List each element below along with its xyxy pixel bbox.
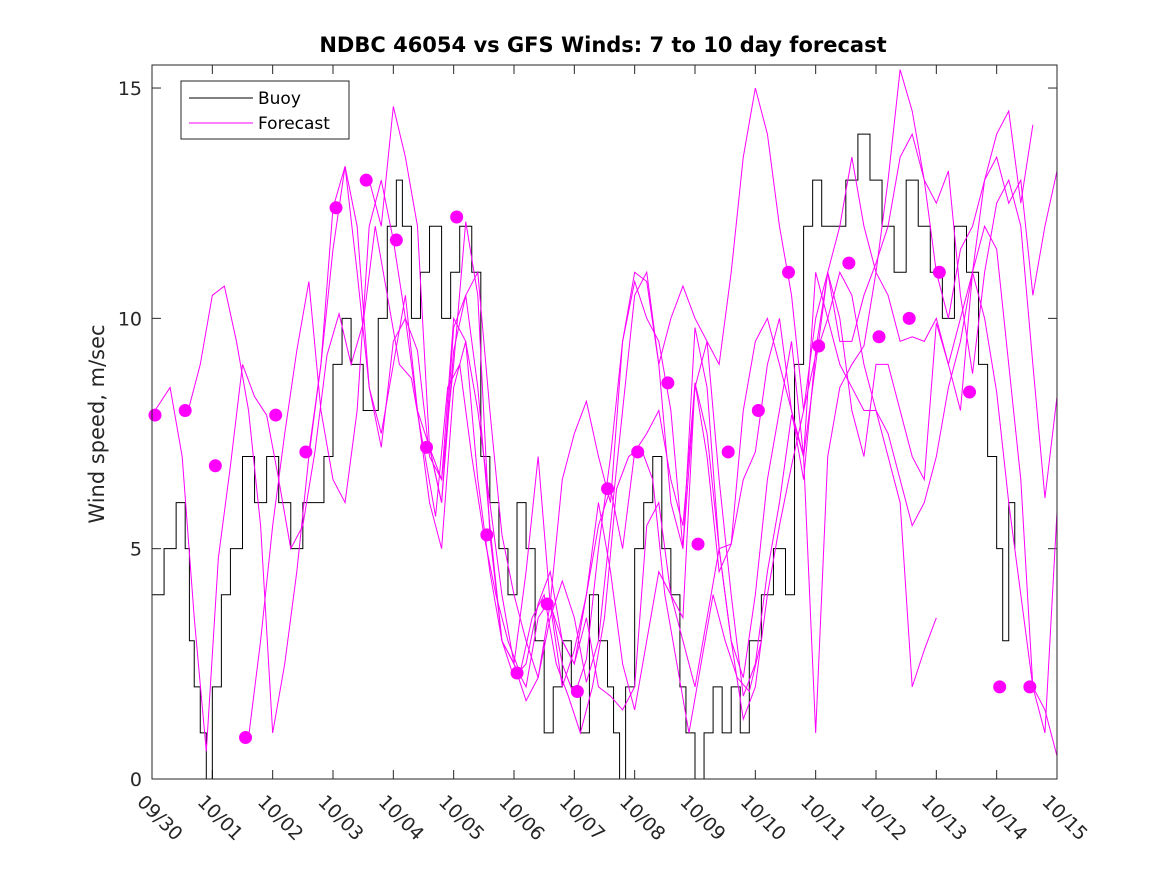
forecast-marker <box>993 680 1007 694</box>
forecast-series <box>151 69 1058 757</box>
forecast-marker <box>601 482 615 496</box>
forecast-marker <box>239 731 253 745</box>
forecast-line-3 <box>248 87 1034 738</box>
legend-forecast-label: Forecast <box>258 114 330 134</box>
forecast-line-6 <box>429 224 1058 757</box>
forecast-line-4 <box>308 69 1058 702</box>
forecast-marker <box>872 330 886 344</box>
forecast-marker <box>299 445 313 459</box>
forecast-marker <box>510 666 524 680</box>
forecast-marker <box>812 339 826 353</box>
forecast-marker <box>480 528 494 542</box>
forecast-marker <box>1023 680 1037 694</box>
forecast-marker <box>420 440 434 454</box>
forecast-marker <box>932 265 946 279</box>
forecast-marker <box>359 173 373 187</box>
y-tick-label: 0 <box>130 769 142 791</box>
y-tick-label: 10 <box>118 308 142 330</box>
forecast-marker <box>721 445 735 459</box>
forecast-marker <box>208 459 222 473</box>
forecast-marker <box>751 403 765 417</box>
legend: Buoy Forecast <box>180 80 350 140</box>
forecast-markers <box>148 173 1037 745</box>
forecast-line-5 <box>368 106 1058 711</box>
forecast-marker <box>540 597 554 611</box>
chart-title: NDBC 46054 vs GFS Winds: 7 to 10 day for… <box>319 33 886 57</box>
plot-area <box>152 65 1057 779</box>
forecast-marker <box>178 403 192 417</box>
forecast-marker <box>631 445 645 459</box>
forecast-marker <box>963 385 977 399</box>
forecast-marker <box>450 210 464 224</box>
forecast-marker <box>842 256 856 270</box>
forecast-marker <box>902 311 916 325</box>
plot-frame <box>151 64 1058 780</box>
forecast-marker <box>329 201 343 215</box>
y-tick-label: 5 <box>130 539 142 561</box>
legend-box <box>180 80 350 140</box>
y-tick-label: 15 <box>118 78 142 100</box>
forecast-marker <box>691 537 705 551</box>
forecast-marker <box>782 265 796 279</box>
forecast-marker <box>269 408 283 422</box>
legend-buoy-label: Buoy <box>258 89 301 109</box>
forecast-marker <box>570 684 584 698</box>
y-axis-label: Wind speed, m/sec <box>85 324 109 523</box>
forecast-marker <box>148 408 162 422</box>
forecast-marker <box>389 233 403 247</box>
forecast-marker <box>661 376 675 390</box>
